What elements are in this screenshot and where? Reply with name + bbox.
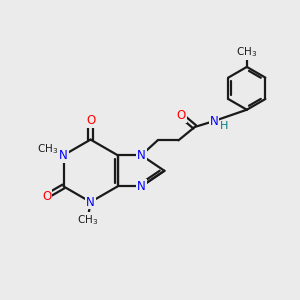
Text: O: O [42, 190, 51, 202]
Text: N: N [86, 196, 95, 208]
Text: H: H [220, 122, 229, 131]
Text: N: N [210, 115, 218, 128]
Text: N: N [59, 149, 68, 162]
Text: CH$_3$: CH$_3$ [37, 142, 58, 156]
Text: CH$_3$: CH$_3$ [77, 213, 98, 227]
Text: N: N [137, 180, 146, 193]
Text: CH$_3$: CH$_3$ [236, 45, 257, 59]
Text: O: O [177, 109, 186, 122]
Text: O: O [86, 114, 95, 127]
Text: N: N [137, 149, 146, 162]
